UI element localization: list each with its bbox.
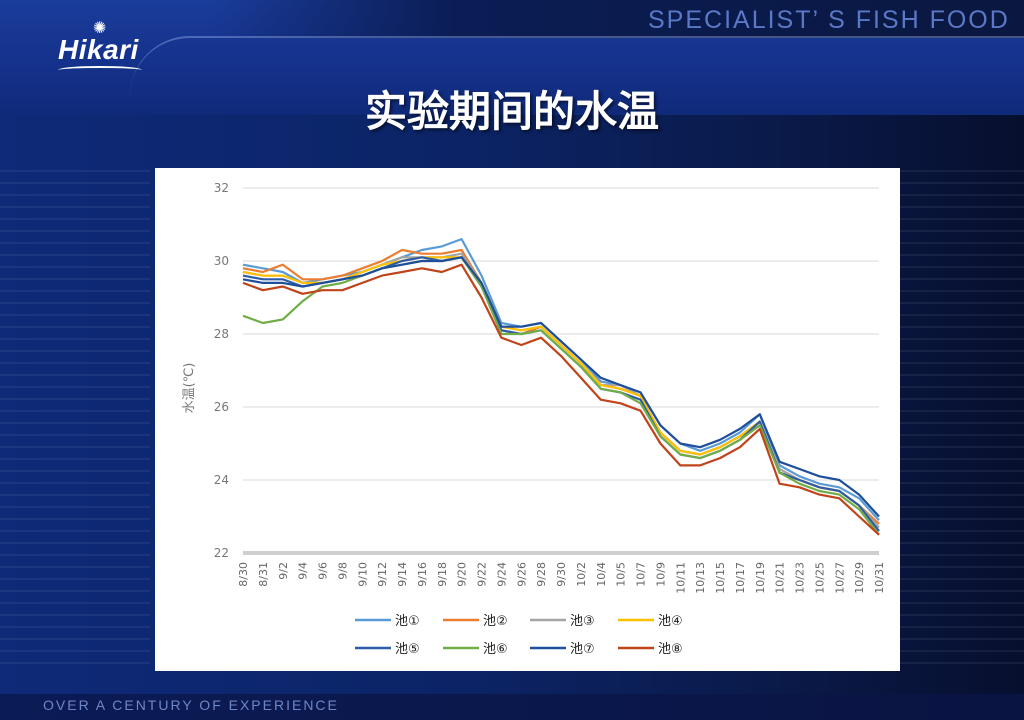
y-tick-label: 22 [214, 546, 229, 560]
x-tick-label: 10/4 [595, 562, 608, 587]
grid-lines [243, 187, 879, 555]
x-tick-label: 10/13 [694, 562, 707, 594]
x-tick-label: 9/12 [376, 562, 389, 587]
legend-label: 池③ [570, 614, 595, 629]
x-tick-label: 10/23 [794, 562, 807, 594]
series-line [242, 256, 880, 536]
y-axis-label: 水温(℃) [182, 363, 197, 414]
x-tick-label: 10/29 [853, 562, 866, 594]
y-tick-label: 32 [214, 181, 229, 195]
x-tick-label: 8/31 [257, 562, 270, 587]
y-tick-label: 28 [214, 327, 229, 341]
x-tick-label: 9/28 [535, 562, 548, 587]
right-stripes [900, 170, 1024, 670]
x-tick-label: 10/7 [635, 562, 648, 587]
header-curve [130, 36, 250, 118]
legend-label: 池⑤ [395, 642, 420, 657]
legend-label: 池④ [658, 614, 683, 629]
footer-text: OVER A CENTURY OF EXPERIENCE [43, 697, 339, 713]
legend-label: 池⑦ [570, 642, 595, 657]
legend: 池① 池② 池③ 池④ 池⑤ 池⑥ 池⑦ 池⑧ [355, 614, 683, 657]
x-tick-label: 9/24 [495, 562, 508, 587]
x-tick-label: 9/4 [297, 562, 310, 580]
series-line [242, 252, 880, 529]
slide-title: 实验期间的水温 [364, 87, 659, 136]
x-tick-label: 9/16 [416, 562, 429, 587]
y-tick-label: 26 [214, 400, 229, 414]
x-tick-label: 10/2 [575, 562, 588, 587]
logo-wave-icon [58, 66, 142, 74]
x-tick-label: 10/19 [754, 562, 767, 594]
x-tick-label: 9/10 [356, 562, 369, 587]
x-tick-label: 10/21 [774, 562, 787, 594]
series-line [242, 256, 880, 532]
x-tick-label: 9/22 [476, 562, 489, 587]
x-tick-label: 10/17 [734, 562, 747, 594]
legend-label: 池② [483, 614, 508, 629]
x-tick-label: 9/14 [396, 562, 409, 587]
brand-logo: Hikari [58, 34, 139, 65]
x-tick-label: 10/5 [615, 562, 628, 587]
line-chart: 22 24 26 28 30 32 8/30 8/31 9/2 9/4 9/6 9/8 9/10 9/1… [182, 181, 886, 657]
header-dark-strip [210, 0, 1024, 38]
legend-label: 池① [395, 614, 420, 629]
series-lines [242, 238, 880, 536]
x-tick-labels: 8/30 8/31 9/2 9/4 9/6 9/8 9/10 9/12 9/14 9/16 9/18… [237, 562, 886, 594]
x-tick-label: 10/15 [714, 562, 727, 594]
brand-tagline: SPECIALIST’ S FISH FOOD [648, 6, 1010, 34]
x-tick-label: 10/27 [833, 562, 846, 594]
x-tick-label: 10/9 [654, 562, 667, 587]
x-tick-label: 9/20 [456, 562, 469, 587]
x-tick-label: 9/18 [436, 562, 449, 587]
series-line [242, 238, 880, 521]
x-tick-label: 9/26 [515, 562, 528, 587]
logo-star-icon: ✺ [93, 18, 107, 37]
x-tick-label: 9/6 [317, 562, 330, 580]
left-stripes [0, 170, 150, 670]
y-tick-labels: 22 24 26 28 30 32 [214, 181, 229, 560]
series-line [242, 256, 880, 518]
x-tick-label: 9/2 [277, 562, 290, 580]
x-tick-label: 10/11 [674, 562, 687, 594]
legend-label: 池⑥ [483, 642, 508, 657]
series-line [242, 263, 880, 536]
x-tick-label: 9/8 [336, 562, 349, 580]
footer-bar [0, 694, 1024, 720]
x-tick-label: 9/30 [555, 562, 568, 587]
chart-panel: 22 24 26 28 30 32 8/30 8/31 9/2 9/4 9/6 9/8 9/10 9/1… [155, 168, 900, 671]
legend-label: 池⑧ [658, 642, 683, 657]
series-line [242, 256, 880, 532]
x-tick-label: 10/31 [873, 562, 886, 594]
x-tick-label: 10/25 [813, 562, 826, 594]
y-tick-label: 24 [214, 473, 229, 487]
x-tick-label: 8/30 [237, 562, 250, 587]
y-tick-label: 30 [214, 254, 229, 268]
header-divider [250, 36, 1024, 38]
